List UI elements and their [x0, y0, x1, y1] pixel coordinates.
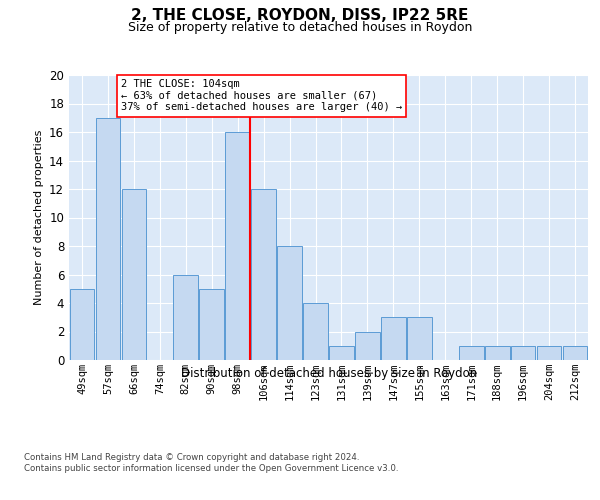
Text: 2 THE CLOSE: 104sqm
← 63% of detached houses are smaller (67)
37% of semi-detach: 2 THE CLOSE: 104sqm ← 63% of detached ho…	[121, 80, 402, 112]
Bar	[485, 346, 509, 360]
Bar	[95, 118, 120, 360]
Text: 2, THE CLOSE, ROYDON, DISS, IP22 5RE: 2, THE CLOSE, ROYDON, DISS, IP22 5RE	[131, 8, 469, 22]
Text: Contains HM Land Registry data © Crown copyright and database right 2024.: Contains HM Land Registry data © Crown c…	[24, 452, 359, 462]
Y-axis label: Number of detached properties: Number of detached properties	[34, 130, 44, 305]
Bar	[407, 318, 431, 360]
Bar	[381, 318, 406, 360]
Bar	[199, 289, 224, 360]
Bar	[329, 346, 354, 360]
Text: Contains public sector information licensed under the Open Government Licence v3: Contains public sector information licen…	[24, 464, 398, 473]
Bar	[303, 303, 328, 360]
Bar	[563, 346, 587, 360]
Bar	[122, 189, 146, 360]
Bar	[173, 274, 198, 360]
Bar	[226, 132, 250, 360]
Bar	[251, 189, 276, 360]
Bar	[277, 246, 302, 360]
Bar	[355, 332, 380, 360]
Bar	[459, 346, 484, 360]
Text: Distribution of detached houses by size in Roydon: Distribution of detached houses by size …	[181, 368, 477, 380]
Text: Size of property relative to detached houses in Roydon: Size of property relative to detached ho…	[128, 21, 472, 34]
Bar	[537, 346, 562, 360]
Bar	[70, 289, 94, 360]
Bar	[511, 346, 535, 360]
